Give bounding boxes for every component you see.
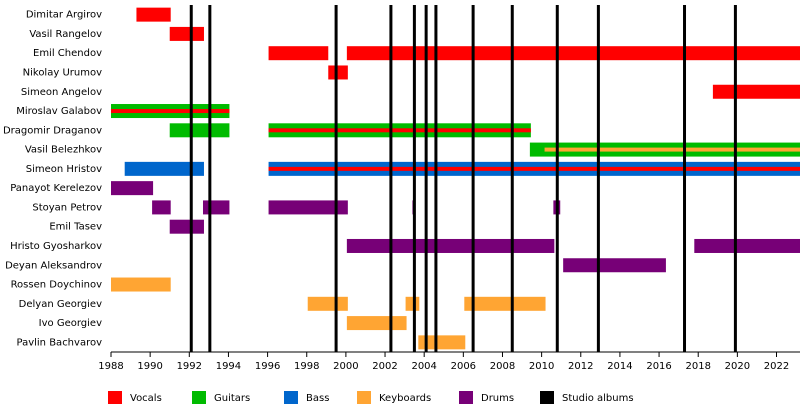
role-bar (346, 238, 555, 253)
role-bar (111, 277, 171, 292)
x-tick-label: 2018 (685, 361, 710, 372)
member-label: Emil Tasev (49, 222, 102, 233)
legend-label: Vocals (130, 393, 162, 404)
role-bar (694, 238, 800, 253)
legend-swatch (192, 391, 206, 404)
role-bar (268, 200, 348, 215)
x-tick-label: 2000 (333, 361, 358, 372)
role-bar (307, 296, 348, 311)
x-tick-label: 1992 (177, 361, 202, 372)
legend-swatch (540, 391, 554, 404)
legend-swatch (108, 391, 122, 404)
x-tick-label: 2022 (764, 361, 789, 372)
legend-label: Bass (306, 393, 329, 404)
legend-label: Drums (481, 393, 514, 404)
role-stripe (268, 166, 800, 171)
member-label: Hristo Gyosharkov (10, 241, 102, 252)
member-label: Simeon Angelov (21, 87, 102, 98)
role-bar (563, 258, 666, 273)
x-tick-label: 2014 (607, 361, 632, 372)
role-bar (152, 200, 171, 215)
legend-swatch (357, 391, 371, 404)
member-label: Panayot Kerelezov (10, 183, 102, 194)
legend-swatch (284, 391, 298, 404)
role-stripe (111, 109, 230, 114)
x-tick-label: 1998 (294, 361, 319, 372)
member-label: Vasil Rangelov (29, 29, 102, 40)
x-tick-label: 2006 (451, 361, 476, 372)
role-bar (268, 46, 329, 61)
member-label: Deyan Aleksandrov (5, 260, 102, 271)
role-bar (418, 335, 466, 350)
x-tick-label: 2004 (411, 361, 436, 372)
member-label: Simeon Hristov (26, 164, 102, 175)
role-bar (169, 219, 204, 234)
role-bar (464, 296, 546, 311)
role-bar (405, 296, 420, 311)
x-tick-label: 1994 (216, 361, 241, 372)
role-bar (712, 84, 800, 99)
role-bar (169, 123, 230, 138)
member-label: Emil Chendov (33, 48, 102, 59)
x-tick-label: 2010 (529, 361, 554, 372)
role-bar (111, 181, 154, 196)
x-tick-label: 2012 (568, 361, 593, 372)
role-stripe (268, 128, 531, 133)
x-tick-label: 2002 (372, 361, 397, 372)
x-tick-label: 1996 (255, 361, 280, 372)
member-label: Vasil Belezhkov (25, 145, 102, 156)
role-bar (328, 65, 348, 80)
role-bar (136, 7, 171, 22)
member-label: Ivo Georgiev (39, 318, 102, 329)
member-label: Dimitar Argirov (26, 10, 102, 21)
x-tick-label: 2008 (490, 361, 515, 372)
member-label: Pavlin Bachvarov (17, 337, 103, 348)
role-bar (346, 46, 800, 61)
member-label: Nikolay Urumov (23, 67, 102, 78)
x-tick-label: 2020 (725, 361, 750, 372)
member-label: Stoyan Petrov (32, 202, 102, 213)
legend-label: Studio albums (562, 393, 634, 404)
member-label: Delyan Georgiev (19, 299, 102, 310)
role-bar (346, 316, 407, 331)
role-bar (202, 200, 230, 215)
role-stripe (544, 147, 800, 152)
legend-swatch (459, 391, 473, 404)
member-label: Miroslav Galabov (16, 106, 102, 117)
x-tick-label: 1990 (137, 361, 162, 372)
member-label: Dragomir Draganov (3, 125, 102, 136)
member-label: Rossen Doychinov (11, 280, 103, 291)
x-tick-label: 1988 (98, 361, 123, 372)
legend-label: Guitars (214, 393, 250, 404)
x-tick-label: 2016 (646, 361, 671, 372)
role-bar (124, 161, 204, 176)
role-bar (169, 26, 204, 41)
legend-label: Keyboards (379, 393, 431, 404)
